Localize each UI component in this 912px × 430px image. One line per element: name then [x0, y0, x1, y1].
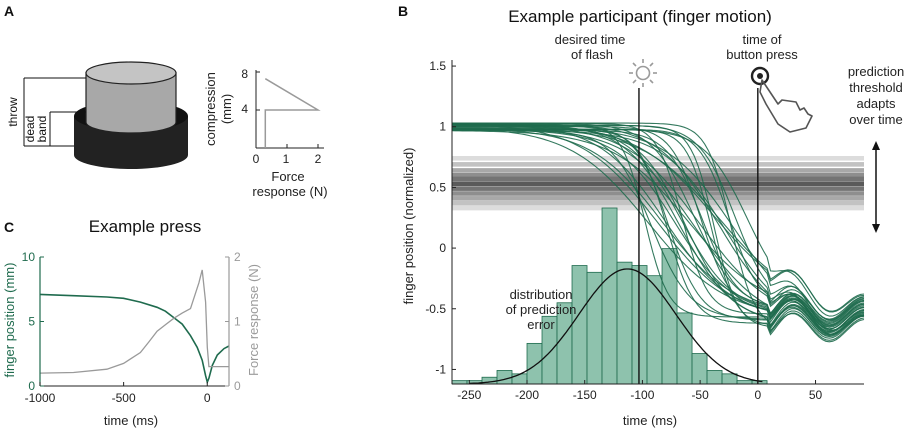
panel-b-xtick-label: 0: [754, 388, 761, 402]
press-annotation-line2: button press: [726, 47, 798, 62]
distribution-annotation-line2: of prediction: [506, 302, 577, 317]
histogram-bar: [451, 380, 468, 385]
panel-b-ytick-label: 0: [439, 241, 446, 255]
finger-trace: [452, 128, 865, 320]
inset-xlabel-line1: Force: [271, 169, 304, 184]
panel-b-title: Example participant (finger motion): [508, 7, 772, 26]
histogram-bar: [601, 207, 618, 385]
threshold-band: [452, 168, 864, 173]
flash-annotation-line2: of flash: [571, 47, 613, 62]
hand-press-icon: [750, 66, 813, 133]
panel-c-ytick-label: 5: [28, 315, 35, 329]
panel-c-letter: C: [4, 219, 14, 235]
threshold-annotation-line2: threshold: [849, 80, 902, 95]
button-cap: [85, 72, 177, 134]
finger-trace: [452, 122, 865, 343]
histogram-bar: [571, 265, 588, 385]
finger-trace: [452, 123, 865, 312]
panel-b-xtick-label: 50: [809, 388, 823, 402]
inset-ytick: 8: [241, 67, 248, 81]
threshold-annotation-line3: adapts: [856, 96, 896, 111]
histogram-bar: [736, 380, 753, 385]
panel-b-xtick-label: -200: [515, 388, 539, 402]
panel-c-ytick-label: 0: [28, 379, 35, 393]
sun-icon: [629, 59, 657, 87]
band-label: band: [35, 116, 49, 143]
force-response-series: [39, 269, 229, 374]
panel-c-xtick-label: 0: [204, 391, 211, 405]
threshold-band: [452, 181, 864, 187]
panel-c-y2tick-label: 2: [234, 250, 241, 264]
finger-trace: [452, 126, 865, 331]
panel-c-xlabel: time (ms): [104, 413, 158, 428]
panel-c-y2label: Force response (N): [246, 264, 261, 376]
panel-b-xtick-label: -50: [691, 388, 709, 402]
panel-b-xtick-label: -250: [457, 388, 481, 402]
force-compression-chart: compression (mm) Force response (N) 4 8 …: [203, 67, 328, 199]
inset-xtick: 2: [315, 152, 322, 166]
threshold-annotation-line1: prediction: [848, 64, 904, 79]
panel-b-xtick-label: -100: [630, 388, 654, 402]
panel-b-ytick-label: 1.5: [429, 59, 446, 73]
histogram-bar: [616, 261, 633, 385]
panel-c-ylabel: finger position (mm): [2, 263, 17, 378]
panel-c-y2tick-label: 1: [234, 315, 241, 329]
panel-b-xlabel: time (ms): [623, 413, 677, 428]
inset-xtick: 1: [283, 152, 290, 166]
finger-trace: [452, 129, 865, 335]
finger-position-series: [39, 293, 230, 385]
panel-b-ytick-label: -1: [435, 362, 446, 376]
threshold-band: [452, 186, 864, 191]
flash-annotation-line1: desired time: [555, 32, 626, 47]
panel-b-ytick-label: 1: [439, 120, 446, 134]
histogram-bar: [526, 342, 543, 385]
histogram-bar: [586, 271, 603, 385]
panel-c-title: Example press: [89, 217, 201, 236]
button-cap-top: [85, 61, 177, 85]
finger-trace: [452, 122, 865, 335]
force-compression-curve: [264, 78, 321, 148]
histogram-bar: [661, 248, 678, 385]
gaussian-fit: [469, 268, 763, 385]
inset-ytick: 4: [241, 102, 248, 116]
panel-b-ylabel: finger position (normalized): [401, 148, 416, 305]
distribution-annotation-line3: error: [527, 317, 555, 332]
press-annotation-line1: time of: [742, 32, 781, 47]
threshold-band: [452, 162, 864, 167]
threshold-annotation-line4: over time: [849, 112, 902, 127]
histogram-bar: [721, 373, 738, 385]
panel-c-xtick-label: -1000: [25, 391, 56, 405]
panel-b-xtick-label: -150: [573, 388, 597, 402]
threshold-band: [452, 205, 864, 211]
threshold-band: [452, 200, 864, 206]
panel-b-letter: B: [398, 3, 408, 19]
threshold-band: [452, 172, 864, 178]
panel-b-ytick-label: -0.5: [425, 302, 446, 316]
distribution-annotation-line1: distribution: [510, 287, 573, 302]
inset-xtick: 0: [253, 152, 260, 166]
panel-c-xtick-label: -500: [112, 391, 136, 405]
throw-label: throw: [6, 97, 20, 127]
panel-b-ytick-label: 0.5: [429, 180, 446, 194]
threshold-band: [452, 155, 864, 161]
histogram-bar: [676, 312, 693, 385]
histogram-bar: [496, 370, 513, 385]
button-illustration: throw dead band: [6, 61, 188, 169]
histogram-bar: [706, 370, 723, 385]
panel-c-y2tick-label: 0: [234, 379, 241, 393]
histogram-bar: [511, 373, 528, 385]
panel-a-letter: A: [4, 3, 14, 19]
histogram-bar: [691, 353, 708, 385]
inset-ylabel-line2: (mm): [219, 94, 234, 124]
inset-ylabel-line1: compression: [203, 72, 218, 146]
example-press-chart: 0 5 10 0 1 2 -1000 -500 0: [22, 250, 241, 405]
inset-xlabel-line2: response (N): [252, 184, 327, 199]
panel-c-ytick-label: 10: [22, 250, 36, 264]
dead-label: dead: [23, 116, 37, 143]
finger-motion-chart: -1 -0.5 0 0.5 1 1.5 -250 -200 -150 -100 -50 0 50: [425, 59, 865, 402]
threshold-range-arrow: [872, 141, 880, 233]
